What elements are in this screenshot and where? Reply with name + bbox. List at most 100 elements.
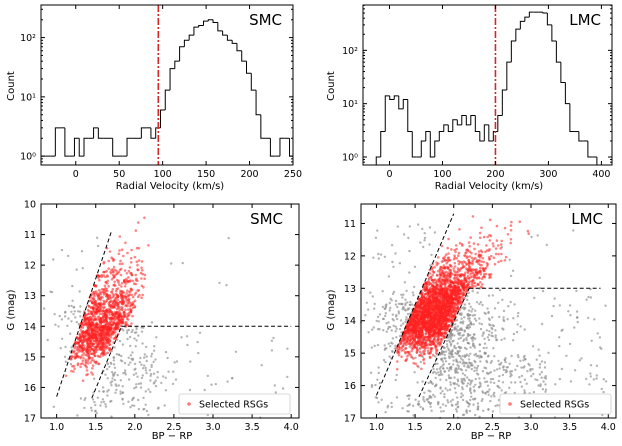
rsg-point xyxy=(137,246,141,250)
star-point xyxy=(387,275,391,278)
rsg-point xyxy=(79,325,83,329)
star-point xyxy=(470,323,473,326)
rsg-point xyxy=(87,330,91,333)
star-point xyxy=(445,339,449,343)
star-point xyxy=(471,398,475,401)
star-point xyxy=(129,406,132,409)
star-point xyxy=(145,359,148,363)
y-tick-label: 14 xyxy=(24,322,36,333)
star-point xyxy=(175,360,179,363)
rsg-point xyxy=(130,293,133,297)
rsg-point xyxy=(126,251,129,255)
star-point xyxy=(433,395,436,398)
star-point xyxy=(540,360,544,363)
star-point xyxy=(120,354,123,358)
rsg-point xyxy=(93,326,96,329)
histogram-bar xyxy=(483,124,489,141)
rsg-point xyxy=(105,315,108,318)
rsg-point xyxy=(116,314,119,317)
star-point xyxy=(448,362,451,366)
rsg-point xyxy=(412,361,416,365)
rsg-point xyxy=(450,248,453,251)
star-point xyxy=(439,406,442,409)
star-point xyxy=(459,327,462,331)
star-point xyxy=(111,373,115,376)
star-point xyxy=(135,383,138,386)
rsg-point xyxy=(101,337,104,341)
star-point xyxy=(469,321,473,324)
star-point xyxy=(140,376,144,380)
rsg-point xyxy=(478,259,481,263)
rsg-point xyxy=(71,365,74,368)
rsg-point xyxy=(88,338,92,342)
star-point xyxy=(541,289,545,293)
histogram-bar xyxy=(202,20,209,26)
star-point xyxy=(458,313,461,316)
rsg-point xyxy=(429,276,433,279)
star-point xyxy=(398,262,402,265)
star-point xyxy=(143,407,146,411)
rsg-point xyxy=(472,281,476,285)
star-point xyxy=(141,342,144,345)
star-point xyxy=(50,290,54,294)
star-point xyxy=(110,415,113,418)
star-point xyxy=(390,244,394,247)
star-point xyxy=(482,409,485,412)
rsg-point xyxy=(112,299,115,303)
rsg-point xyxy=(457,287,461,290)
star-point xyxy=(522,359,525,362)
rsg-point xyxy=(105,269,108,273)
rsg-point xyxy=(450,314,453,318)
rsg-point xyxy=(113,280,116,284)
star-point xyxy=(443,370,446,373)
star-point xyxy=(486,372,490,376)
rsg-point xyxy=(99,345,103,349)
rsg-point xyxy=(133,293,137,296)
rsg-point xyxy=(118,315,121,319)
star-point xyxy=(124,373,128,376)
rsg-point xyxy=(127,311,131,315)
rsg-point xyxy=(115,289,118,293)
star-point xyxy=(123,369,127,372)
star-point xyxy=(138,361,142,364)
panel-hist-smc: SMC Radial Velocity (km/s) Count 0 50 100 1… xyxy=(6,4,302,192)
star-point xyxy=(43,307,46,310)
rsg-point xyxy=(76,348,79,351)
star-point xyxy=(378,328,381,331)
star-point xyxy=(74,316,77,319)
rsg-point xyxy=(497,260,500,264)
rsg-point xyxy=(473,247,476,251)
star-point xyxy=(483,337,486,340)
rsg-point xyxy=(419,347,422,350)
rsg-point xyxy=(105,299,108,303)
x-tick-label: 1.0 xyxy=(49,422,64,433)
star-point xyxy=(119,392,122,395)
star-point xyxy=(144,403,147,406)
star-point xyxy=(442,351,445,354)
rsg-point xyxy=(431,339,435,343)
star-point xyxy=(112,363,116,366)
rsg-point xyxy=(425,283,429,286)
star-point xyxy=(516,364,519,368)
histogram-bar xyxy=(474,115,480,133)
star-point xyxy=(541,388,545,391)
star-point xyxy=(171,382,175,386)
rsg-point xyxy=(88,350,91,353)
rsg-point xyxy=(141,272,144,276)
rsg-point xyxy=(98,278,101,282)
star-point xyxy=(391,337,395,340)
star-point xyxy=(143,356,146,359)
histogram-bar xyxy=(510,40,516,63)
rsg-point xyxy=(125,292,129,295)
rsg-point xyxy=(130,322,133,325)
rsg-point xyxy=(116,303,120,307)
star-point xyxy=(474,377,477,381)
rsg-point xyxy=(91,321,95,325)
star-point xyxy=(460,312,463,315)
rsg-point xyxy=(408,351,411,354)
star-point xyxy=(419,405,422,409)
rsg-point xyxy=(93,318,96,322)
x-tick-label: 150 xyxy=(197,169,215,180)
star-point xyxy=(70,310,73,313)
rsg-point xyxy=(90,325,94,329)
